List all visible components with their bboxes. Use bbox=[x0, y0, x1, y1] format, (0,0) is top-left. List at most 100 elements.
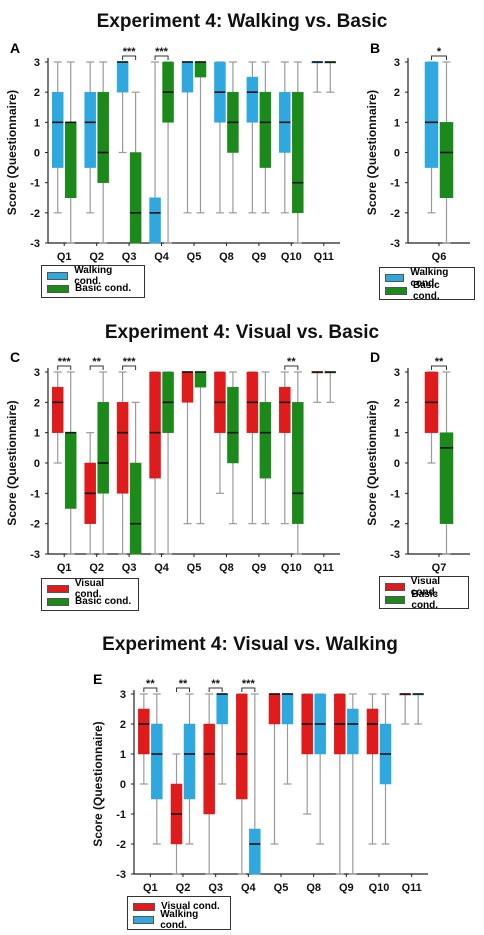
x-tick-label-c: Q3 bbox=[122, 562, 137, 574]
box-a-walking bbox=[149, 197, 161, 244]
x-tick-label-c: Q9 bbox=[252, 562, 267, 574]
section-title-visual-vs-basic: Experiment 4: Visual vs. Basic bbox=[105, 322, 380, 343]
x-tick-label-a: Q5 bbox=[187, 251, 202, 263]
significance-label-b: * bbox=[437, 46, 442, 58]
box-e-walking bbox=[216, 693, 228, 725]
legend-swatch bbox=[133, 915, 155, 924]
box-e-walking bbox=[151, 723, 163, 800]
legend-swatch bbox=[385, 595, 406, 604]
panel-letter-d: D bbox=[370, 349, 380, 365]
y-axis-label-c: Score (Questionnaire) bbox=[5, 400, 19, 525]
y-tick-label-e: 3 bbox=[120, 689, 126, 701]
y-tick-label-e: -3 bbox=[116, 869, 126, 881]
significance-label-e: *** bbox=[242, 678, 256, 690]
legend-label: Walking cond. bbox=[160, 908, 199, 931]
box-e-walking bbox=[183, 723, 196, 800]
box-e-visual bbox=[138, 708, 150, 755]
significance-label-c: ** bbox=[287, 356, 296, 368]
x-tick-label-e: Q1 bbox=[143, 882, 158, 894]
x-tick-label-c: Q1 bbox=[57, 562, 72, 574]
y-tick-label-a: 3 bbox=[34, 57, 40, 69]
significance-label-a: *** bbox=[155, 46, 169, 58]
y-tick-label-b: -1 bbox=[390, 178, 400, 190]
x-tick-label-e: Q5 bbox=[274, 882, 289, 894]
y-axis-label-a: Score (Questionnaire) bbox=[5, 90, 19, 215]
box-c-basic bbox=[227, 386, 239, 464]
legend-swatch bbox=[385, 286, 407, 295]
box-c-basic bbox=[194, 371, 207, 388]
x-tick-label-e: Q2 bbox=[176, 882, 191, 894]
y-tick-label-c: -2 bbox=[30, 519, 40, 531]
y-tick-label-a: 1 bbox=[34, 117, 40, 129]
y-tick-label-b: -2 bbox=[390, 208, 400, 220]
x-tick-label-b: Q6 bbox=[432, 251, 447, 263]
legend-swatch bbox=[47, 271, 69, 280]
x-tick-label-c: Q8 bbox=[219, 562, 234, 574]
legend-label: Walking cond. bbox=[410, 266, 449, 289]
legend-label: Visual cond. bbox=[74, 577, 105, 600]
y-tick-label-b: 1 bbox=[394, 117, 400, 129]
box-a-walking bbox=[84, 91, 96, 168]
box-b-basic bbox=[439, 122, 454, 198]
y-tick-label-b: 2 bbox=[394, 87, 400, 99]
y-tick-label-b: -3 bbox=[390, 238, 400, 250]
significance-bracket-c bbox=[57, 365, 72, 370]
significance-bracket-a bbox=[122, 55, 137, 60]
y-axis-label-b: Score (Questionnaire) bbox=[365, 90, 379, 215]
legend-label: Visual cond. bbox=[161, 901, 220, 912]
panel-letter-e: E bbox=[93, 671, 102, 687]
y-tick-label-a: 0 bbox=[34, 148, 40, 160]
y-tick-label-a: -2 bbox=[30, 208, 40, 220]
y-tick-label-c: 2 bbox=[34, 397, 40, 409]
box-c-visual bbox=[181, 371, 194, 403]
box-d-basic bbox=[439, 432, 454, 524]
legend-label: Basic cond. bbox=[411, 588, 439, 611]
y-axis-label-d: Score (Questionnaire) bbox=[365, 400, 379, 525]
y-tick-label-b: 0 bbox=[394, 148, 400, 160]
y-tick-label-c: 1 bbox=[34, 428, 40, 440]
significance-bracket-c bbox=[89, 365, 104, 370]
y-tick-label-d: 3 bbox=[394, 367, 400, 379]
panel-letter-a: A bbox=[10, 40, 20, 56]
panel-letter-c: C bbox=[10, 349, 20, 365]
y-tick-label-c: 3 bbox=[34, 367, 40, 379]
legend-label: Basic cond. bbox=[75, 283, 132, 294]
box-a-basic bbox=[129, 152, 142, 244]
section-title-visual-vs-walking: Experiment 4: Visual vs. Walking bbox=[102, 634, 398, 655]
box-c-basic bbox=[129, 462, 142, 555]
y-tick-label-d: 1 bbox=[394, 428, 400, 440]
significance-label-c: *** bbox=[58, 356, 72, 368]
y-tick-label-e: -2 bbox=[116, 839, 126, 851]
legend-entry: Basic cond. bbox=[47, 595, 133, 608]
box-c-basic bbox=[97, 402, 109, 494]
legend-d: Visual cond. Basic cond. bbox=[379, 575, 469, 611]
box-a-basic bbox=[97, 91, 109, 183]
box-c-visual bbox=[51, 386, 64, 433]
y-tick-label-d: -1 bbox=[390, 488, 400, 500]
significance-bracket-e bbox=[143, 687, 158, 692]
box-a-basic bbox=[64, 122, 77, 198]
x-tick-label-a: Q2 bbox=[89, 251, 104, 263]
legend-entry: Basic cond. bbox=[47, 282, 139, 295]
significance-label-a: *** bbox=[123, 46, 137, 58]
box-a-basic bbox=[259, 91, 272, 168]
legend-label: Basic cond. bbox=[412, 279, 440, 302]
x-tick-label-c: Q11 bbox=[314, 562, 334, 574]
x-tick-label-e: Q10 bbox=[369, 882, 390, 894]
box-e-visual bbox=[236, 693, 248, 800]
legend-entry: Visual cond. bbox=[47, 578, 133, 600]
box-a-walking bbox=[51, 91, 64, 168]
legend-swatch bbox=[133, 902, 155, 911]
significance-bracket-b bbox=[431, 55, 447, 60]
box-e-visual bbox=[366, 708, 379, 755]
legend-c: Visual cond. Basic cond. bbox=[41, 578, 139, 611]
legend-entry: Walking cond. bbox=[47, 265, 139, 287]
significance-bracket-d bbox=[431, 365, 447, 370]
y-tick-label-a: -1 bbox=[30, 178, 40, 190]
legend-label: Visual cond. bbox=[410, 575, 441, 598]
box-a-basic bbox=[194, 61, 207, 78]
x-tick-label-c: Q5 bbox=[187, 562, 202, 574]
box-a-walking bbox=[116, 61, 129, 93]
legend-swatch bbox=[385, 582, 405, 591]
